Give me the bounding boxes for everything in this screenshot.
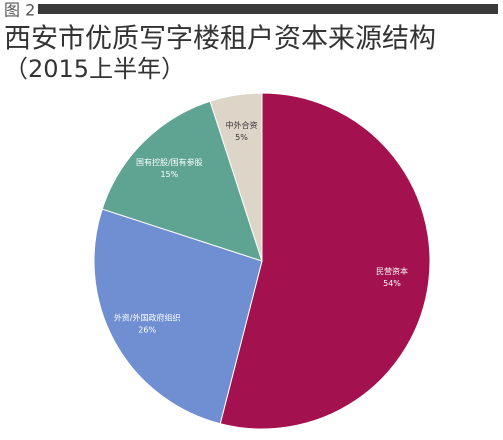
- pie-slice: [93, 208, 263, 425]
- pie-slice: [209, 92, 263, 262]
- chart-title: 西安市优质写字楼租户资本来源结构: [4, 24, 436, 55]
- slice-label: 民营资本: [376, 266, 408, 276]
- header-bar: [38, 4, 498, 14]
- pie-slice: [101, 100, 263, 262]
- slice-value-label: 26%: [138, 326, 156, 335]
- slice-value-label: 5%: [235, 133, 248, 142]
- slice-label: 国有控股/国有参股: [136, 157, 203, 167]
- figure-label: 图 2: [4, 1, 35, 20]
- pie-slice: [219, 92, 431, 430]
- slice-value-label: 15%: [160, 170, 178, 179]
- slice-label: 外资/外国政府组织: [114, 313, 181, 323]
- slice-value-label: 54%: [383, 279, 401, 288]
- chart-subtitle: （2015上半年）: [4, 55, 185, 83]
- slice-label: 中外合资: [226, 120, 258, 130]
